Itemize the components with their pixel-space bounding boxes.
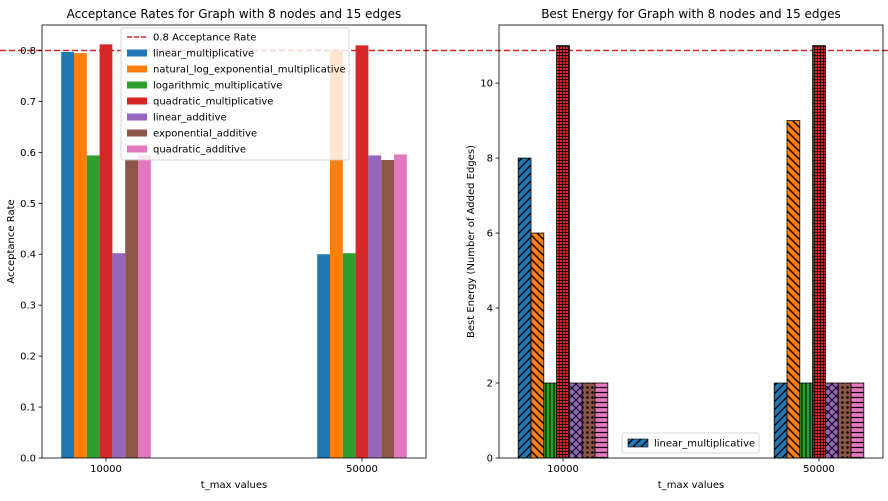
y-tick-label: 0.7 (20, 97, 36, 108)
y-tick-label: 0.8 (20, 46, 36, 57)
legend-label-reference-line: 0.8 Acceptance Rate (153, 33, 256, 44)
x-axis-label: t_max values (658, 480, 724, 491)
bar-logarithmic-multiplicative-50000 (342, 253, 356, 458)
legend-swatch-linear-multiplicative (127, 49, 147, 57)
legend-swatch-quadratic-multiplicative (127, 97, 147, 105)
bar-hatch-series-4-50000 (812, 45, 826, 459)
chart-title: Best Energy for Graph with 8 nodes and 1… (541, 7, 841, 21)
legend-label-quadratic-multiplicative: quadratic_multiplicative (153, 97, 273, 108)
y-tick-label: 2 (487, 379, 493, 390)
bar-linear-multiplicative-50000 (317, 254, 330, 458)
bar-hatch-series-6-10000 (581, 382, 596, 459)
bar-hatch-series-5-50000 (825, 382, 839, 459)
legend: 0.8 Acceptance Rate linear_multiplicative… (120, 27, 350, 161)
x-tick-label: 10000 (547, 464, 579, 475)
legend-label-linear-multiplicative: linear_multiplicative (153, 49, 254, 60)
y-tick-label: 0.5 (20, 199, 36, 210)
legend-label-quadratic-additive: quadratic_additive (153, 145, 246, 156)
legend: linear_multiplicative (621, 432, 760, 454)
bar-hatch-linear-multiplicative-10000 (517, 157, 532, 459)
x-tick-label: 50000 (803, 464, 835, 475)
bar-hatch-series-3-50000 (799, 382, 813, 459)
chart-panel-1: 0.0 0.1 0.2 0.3 0.4 0.5 0.6 0.7 0.8 10000 50000 Acc… (0, 7, 888, 491)
y-tick-label: 6 (487, 229, 493, 240)
bar-hatch-series-2-10000 (530, 232, 545, 459)
y-tick-label: 0 (487, 454, 493, 465)
legend-swatch-quadratic-additive (127, 145, 147, 153)
legend-box (120, 27, 350, 161)
y-axis-label: Best Energy (Number of Added Edges) (466, 145, 477, 338)
bar-hatch-series-2-50000 (786, 120, 801, 459)
chart-panel-2: 0 2 4 6 8 10 10000 50000 Best Energy for Graph w… (466, 7, 884, 491)
legend-swatch-linear-additive (127, 113, 147, 121)
y-tick-label: 0.4 (20, 250, 36, 261)
bar-exponential-additive-50000 (381, 159, 394, 458)
legend-swatch-hatch (627, 438, 649, 448)
bar-hatch-series-6-50000 (837, 382, 852, 459)
bar-quadratic-additive-50000 (394, 154, 407, 458)
bar-quadratic-multiplicative-10000 (99, 44, 113, 459)
bar-hatch-series-7-50000 (850, 382, 865, 459)
bar-exponential-additive-10000 (125, 158, 138, 459)
legend-swatch-exponential-additive (127, 129, 147, 137)
y-tick-label: 8 (487, 154, 493, 165)
bar-hatch-linear-multiplicative-50000 (773, 382, 788, 459)
chart-title: Acceptance Rates for Graph with 8 nodes … (67, 7, 402, 21)
x-axis-label: t_max values (201, 480, 267, 491)
bar-quadratic-additive-10000 (138, 154, 151, 458)
y-tick-label: 10 (480, 79, 493, 90)
bar-hatch-series-4-10000 (556, 45, 570, 459)
bar-logarithmic-multiplicative-10000 (86, 155, 100, 458)
bar-linear-additive-10000 (112, 253, 126, 458)
bar-linear-multiplicative-10000 (61, 51, 74, 458)
bar-natural-log-exponential-multiplicative-10000 (74, 53, 87, 459)
x-tick-label: 50000 (346, 464, 378, 475)
legend-label-logarithmic-multiplicative: logarithmic_multiplicative (153, 81, 282, 92)
plot-frame (498, 24, 884, 459)
y-tick-label: 0.0 (20, 454, 36, 465)
bar-hatch-series-3-10000 (543, 382, 557, 459)
legend-label-linear-multiplicative: linear_multiplicative (654, 439, 755, 450)
bar-hatch-series-5-10000 (569, 382, 583, 459)
legend-swatch-logarithmic-multiplicative (127, 81, 147, 89)
legend-swatch-natural-log-exponential-multiplicative (127, 65, 147, 73)
legend-label-natural-log-exponential-multiplicative: natural_log_exponential_multiplicative (153, 65, 346, 76)
legend-label-linear-additive: linear_additive (153, 113, 227, 124)
bar-linear-additive-50000 (368, 155, 382, 458)
y-tick-label: 0.3 (20, 301, 36, 312)
legend-label-exponential-additive: exponential_additive (153, 129, 257, 140)
y-axis-label: Acceptance Rate (6, 199, 17, 283)
bar-hatch-series-7-10000 (594, 382, 609, 459)
legend-box (621, 432, 760, 454)
y-tick-label: 0.2 (20, 352, 36, 363)
plot-frame (41, 24, 427, 459)
y-tick-label: 0.6 (20, 148, 36, 159)
x-tick-label: 10000 (90, 464, 122, 475)
y-tick-label: 4 (487, 304, 493, 315)
bar-quadratic-multiplicative-50000 (355, 45, 369, 459)
y-tick-label: 0.1 (20, 403, 36, 414)
